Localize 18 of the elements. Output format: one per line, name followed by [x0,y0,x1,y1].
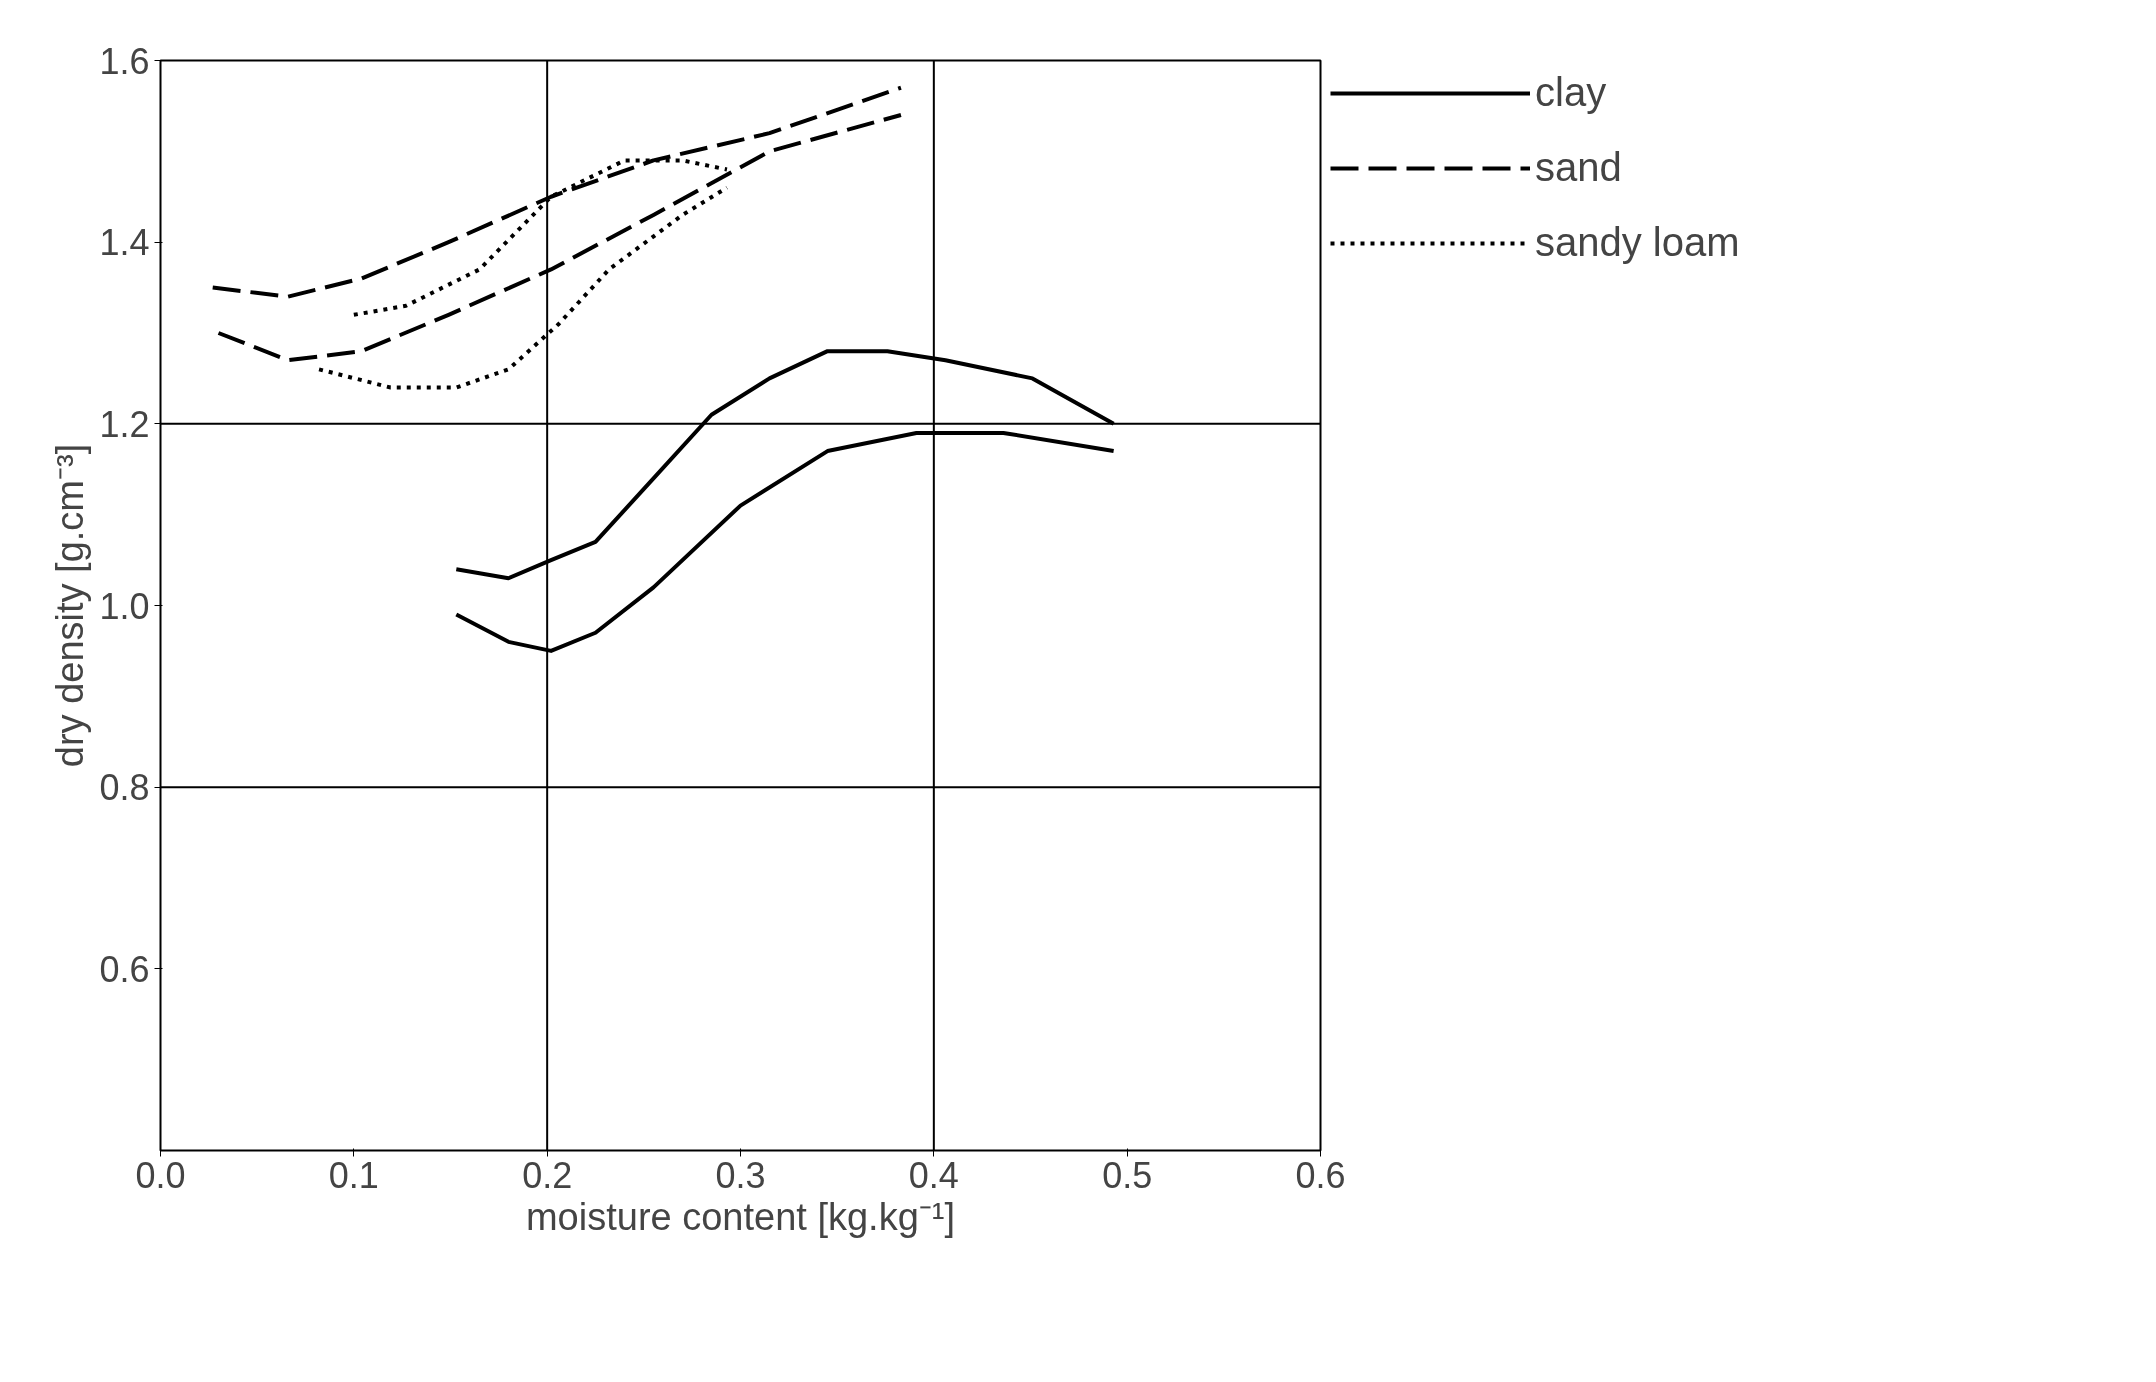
x-tick-label: 0.0 [135,1154,186,1196]
y-tick-label: 1.6 [99,40,150,82]
legend-label: clay [1535,70,1607,115]
y-tick-label: 1.2 [99,403,150,445]
y-tick-label: 0.8 [99,767,150,809]
legend-label: sand [1535,145,1622,190]
x-tick-label: 0.2 [522,1154,573,1196]
y-tick-label: 1.4 [99,222,150,264]
legend-label: sandy loam [1535,220,1740,265]
x-tick-label: 0.4 [908,1154,959,1196]
x-axis-title: moisture content [kg.kg⁻¹] [525,1195,956,1238]
y-axis-title: dry density [g.cm⁻³] [49,443,92,768]
x-tick-label: 0.6 [1295,1154,1346,1196]
x-tick-label: 0.5 [1102,1154,1153,1196]
x-tick-label: 0.3 [715,1154,766,1196]
y-tick-label: 1.0 [99,585,150,627]
y-tick-label: 0.6 [99,948,150,990]
x-tick-label: 0.1 [328,1154,379,1196]
